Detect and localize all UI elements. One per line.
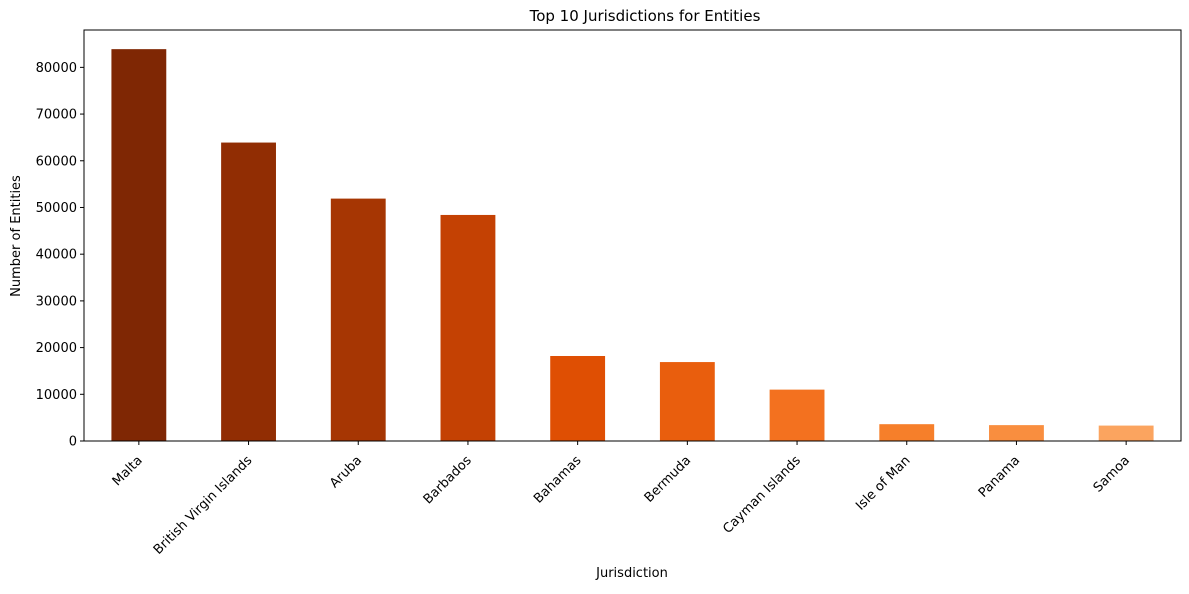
bar-6 [769, 389, 825, 441]
chart-title: Top 10 Jurisdictions for Entities [529, 7, 761, 25]
x-axis-ticks: Malta British Virgin Islands Aruba Barbados… [110, 441, 1133, 558]
plot-area-frame [83, 29, 1182, 442]
x-tick-label: Isle of Man [853, 453, 913, 513]
x-tick-label: Panama [976, 453, 1023, 500]
y-tick-label: 30000 [36, 294, 77, 309]
y-tick-label: 10000 [36, 388, 77, 403]
x-tick-label: Cayman Islands [720, 453, 804, 537]
bar-9 [1098, 425, 1154, 441]
x-tick-label: Malta [110, 453, 146, 489]
bar-8 [989, 425, 1044, 441]
y-axis-title: Number of Entities [9, 175, 24, 297]
bar-1 [221, 142, 276, 441]
y-tick-label: 0 [69, 435, 77, 450]
y-tick-label: 80000 [36, 61, 77, 76]
bar-0 [111, 49, 167, 441]
x-tick-label: Samoa [1091, 453, 1133, 495]
y-tick-label: 70000 [36, 108, 77, 123]
x-tick-label: Bahamas [531, 453, 585, 507]
y-tick-label: 60000 [36, 154, 77, 169]
x-tick-label: Aruba [327, 453, 365, 491]
y-tick-label: 40000 [36, 248, 77, 263]
bar-4 [550, 355, 606, 441]
y-tick-label: 50000 [36, 201, 77, 216]
bar-5 [659, 362, 715, 441]
x-tick-label: Bermuda [642, 453, 694, 505]
x-axis-title: Jurisdiction [595, 566, 668, 581]
y-tick-label: 20000 [36, 341, 77, 356]
x-tick-label: Barbados [421, 453, 475, 507]
bar-3 [440, 214, 496, 441]
bar-7 [879, 424, 935, 441]
x-tick-label: British Virgin Islands [151, 453, 256, 558]
bars-group [111, 49, 1154, 441]
y-axis-ticks: 0 10000 20000 30000 40000 50000 60000 70000 8000… [36, 61, 84, 450]
bar-2 [330, 198, 386, 441]
